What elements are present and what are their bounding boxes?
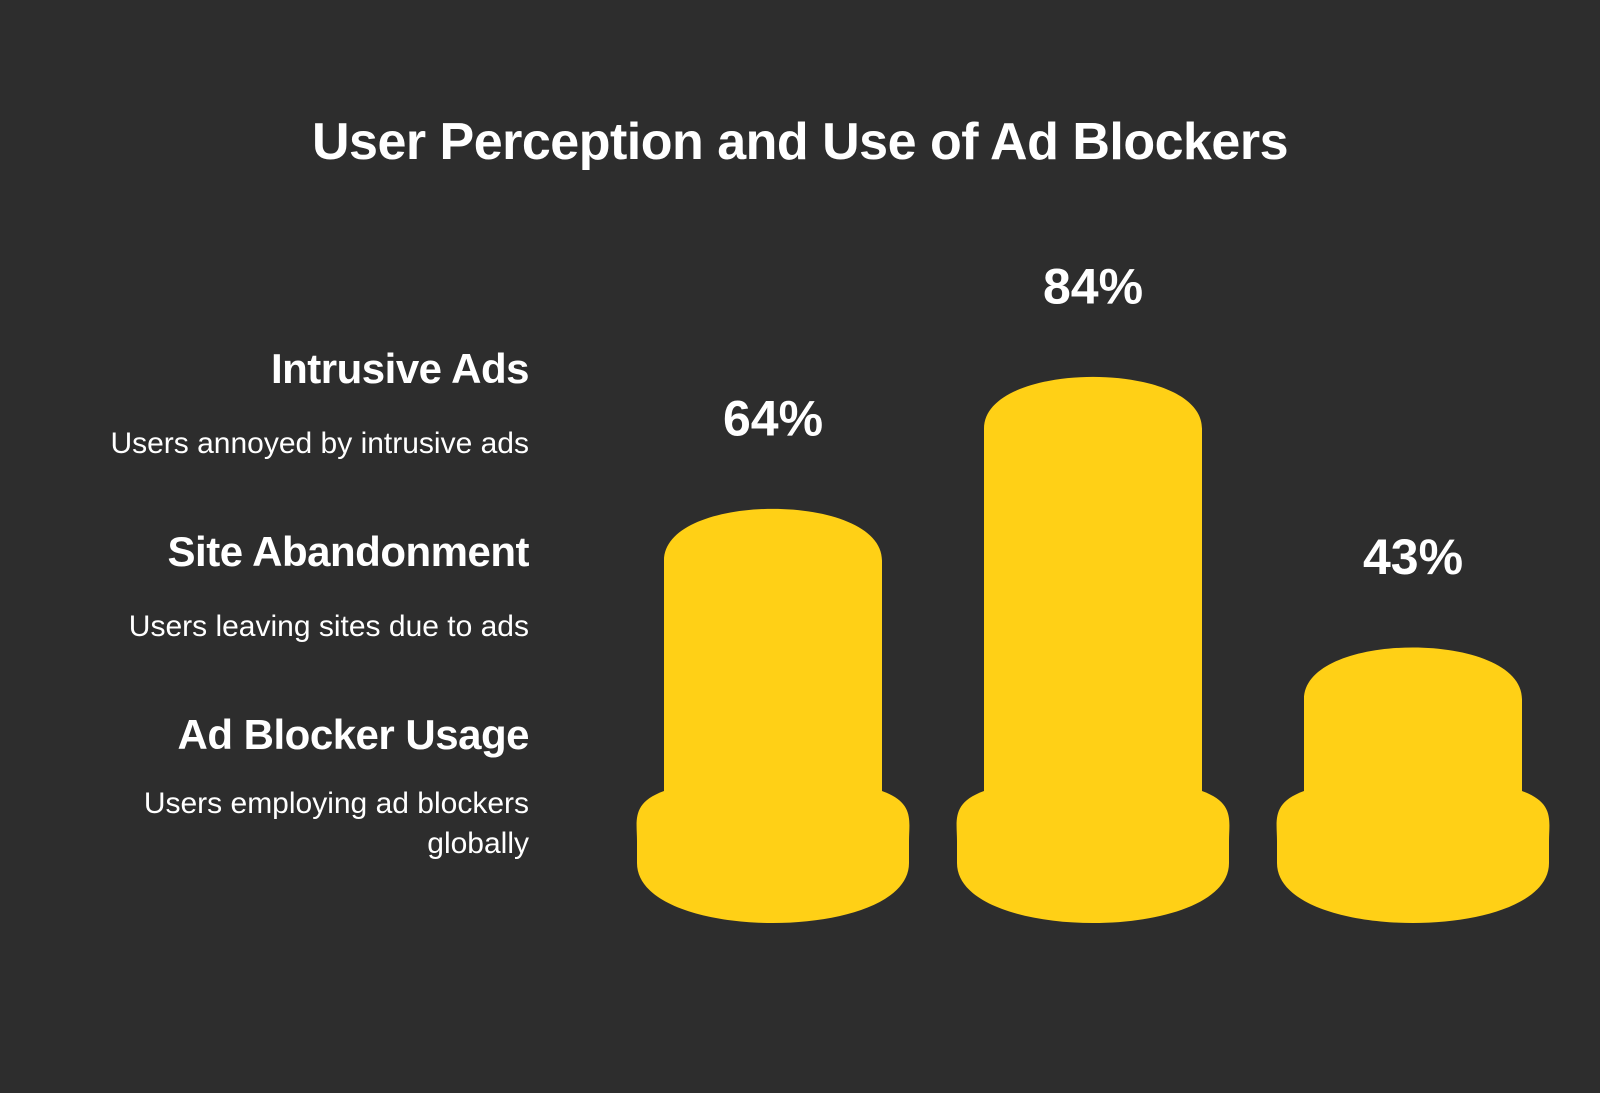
bar-shape-1	[636, 508, 910, 923]
value-label-1: 64%	[723, 391, 823, 447]
legend-title-ad-blocker-usage: Ad Blocker Usage	[177, 711, 530, 758]
chart-title: User Perception and Use of Ad Blockers	[311, 113, 1289, 171]
bar-1: 64%	[636, 391, 910, 923]
legend-title-intrusive-ads: Intrusive Ads	[270, 345, 530, 392]
legend-desc-intrusive-ads: Users annoyed by intrusive ads	[110, 427, 529, 460]
bar-shape-3	[1276, 647, 1550, 923]
legend-desc-site-abandonment: Users leaving sites due to ads	[128, 610, 529, 643]
bar-2: 84%	[956, 259, 1230, 924]
bar-3: 43%	[1276, 529, 1550, 923]
value-label-3: 43%	[1363, 529, 1463, 585]
legend-desc-ad-blocker-usage: Users employing ad blockers globally	[143, 787, 529, 860]
bar-shape-2	[956, 376, 1230, 924]
legend-title-site-abandonment: Site Abandonment	[167, 528, 530, 575]
value-label-2: 84%	[1043, 259, 1143, 315]
